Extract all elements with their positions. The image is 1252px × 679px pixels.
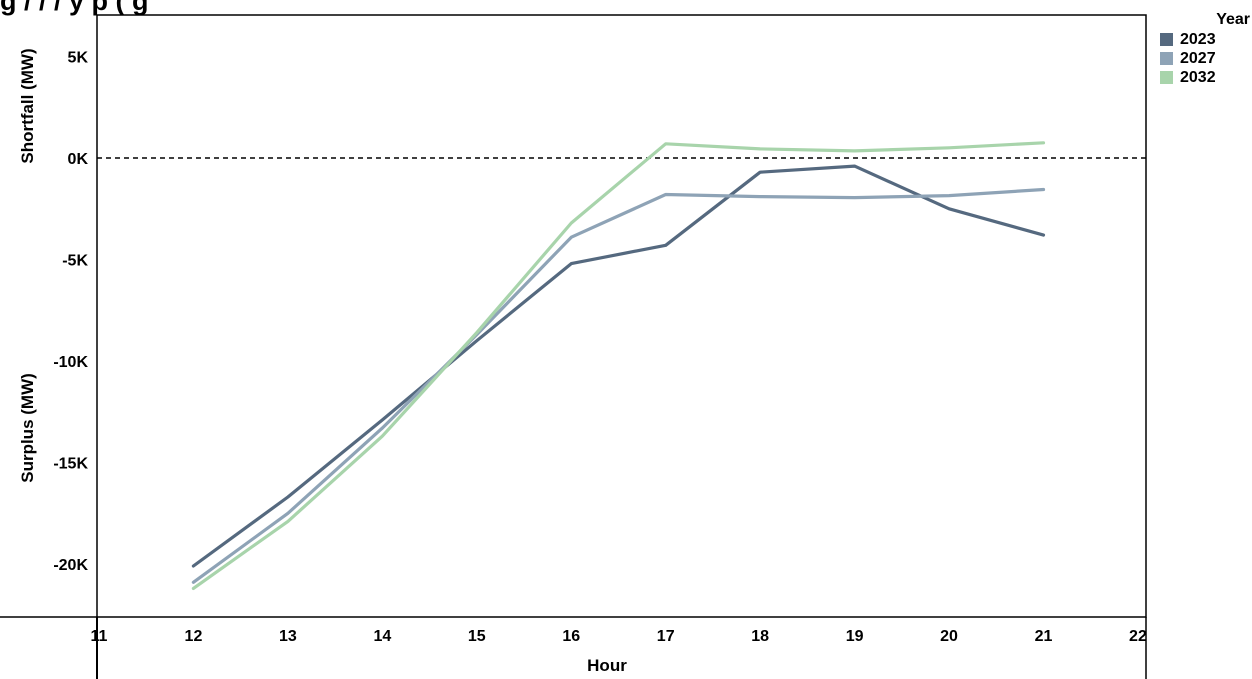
y-tick-label: -15K [53,456,88,473]
y-tick-label: -20K [53,557,88,574]
x-tick-label: 22 [1129,628,1147,645]
legend-label: 2027 [1180,49,1216,67]
y-axis-label-surplus: Surplus (MW) [18,373,37,483]
y-tick-label: -5K [62,253,88,270]
x-tick-label: 15 [468,628,486,645]
series-line-2027 [191,187,1046,584]
x-tick-label: 12 [185,628,203,645]
x-tick-label: 16 [562,628,580,645]
plot-border [96,14,1147,618]
chart-title: g / / / y p ( g [0,0,149,16]
legend-swatch [1160,71,1173,84]
legend-swatch [1160,33,1173,46]
legend-label: 2023 [1180,30,1216,48]
y-axis-ticks: 5K 0K -5K -10K -15K -20K [53,50,88,575]
x-tick-label: 17 [657,628,675,645]
legend-title: Year [1216,11,1250,28]
y-tick-label: -10K [53,354,88,371]
legend-swatch [1160,52,1173,65]
x-axis-ticks: 11 12 13 14 15 16 17 18 19 20 21 22 [91,628,1147,645]
x-tick-label: 13 [279,628,297,645]
axis-labels: Hour Shortfall (MW) Surplus (MW) [18,48,627,675]
x-axis-label: Hour [587,656,627,675]
y-tick-label: 0K [68,151,89,168]
y-axis-label-shortfall: Shortfall (MW) [18,48,37,163]
x-tick-label: 14 [373,628,391,645]
legend-label: 2032 [1180,68,1216,86]
series-line-2032 [191,141,1046,591]
x-tick-label: 19 [846,628,864,645]
x-tick-label: 20 [940,628,958,645]
plot-frame [0,14,1147,679]
x-tick-label: 21 [1035,628,1053,645]
legend-item-2027: 2027 [1160,49,1252,68]
x-tick-label: 18 [751,628,769,645]
legend-item-2032: 2032 [1160,68,1252,87]
legend-item-2023: 2023 [1160,30,1252,49]
y-tick-label: 5K [68,50,89,67]
series-lines [191,141,1046,591]
x-tick-label: 11 [91,628,108,645]
legend: Year 2023 2027 2032 [1160,10,1252,87]
series-line-2023 [191,164,1046,568]
